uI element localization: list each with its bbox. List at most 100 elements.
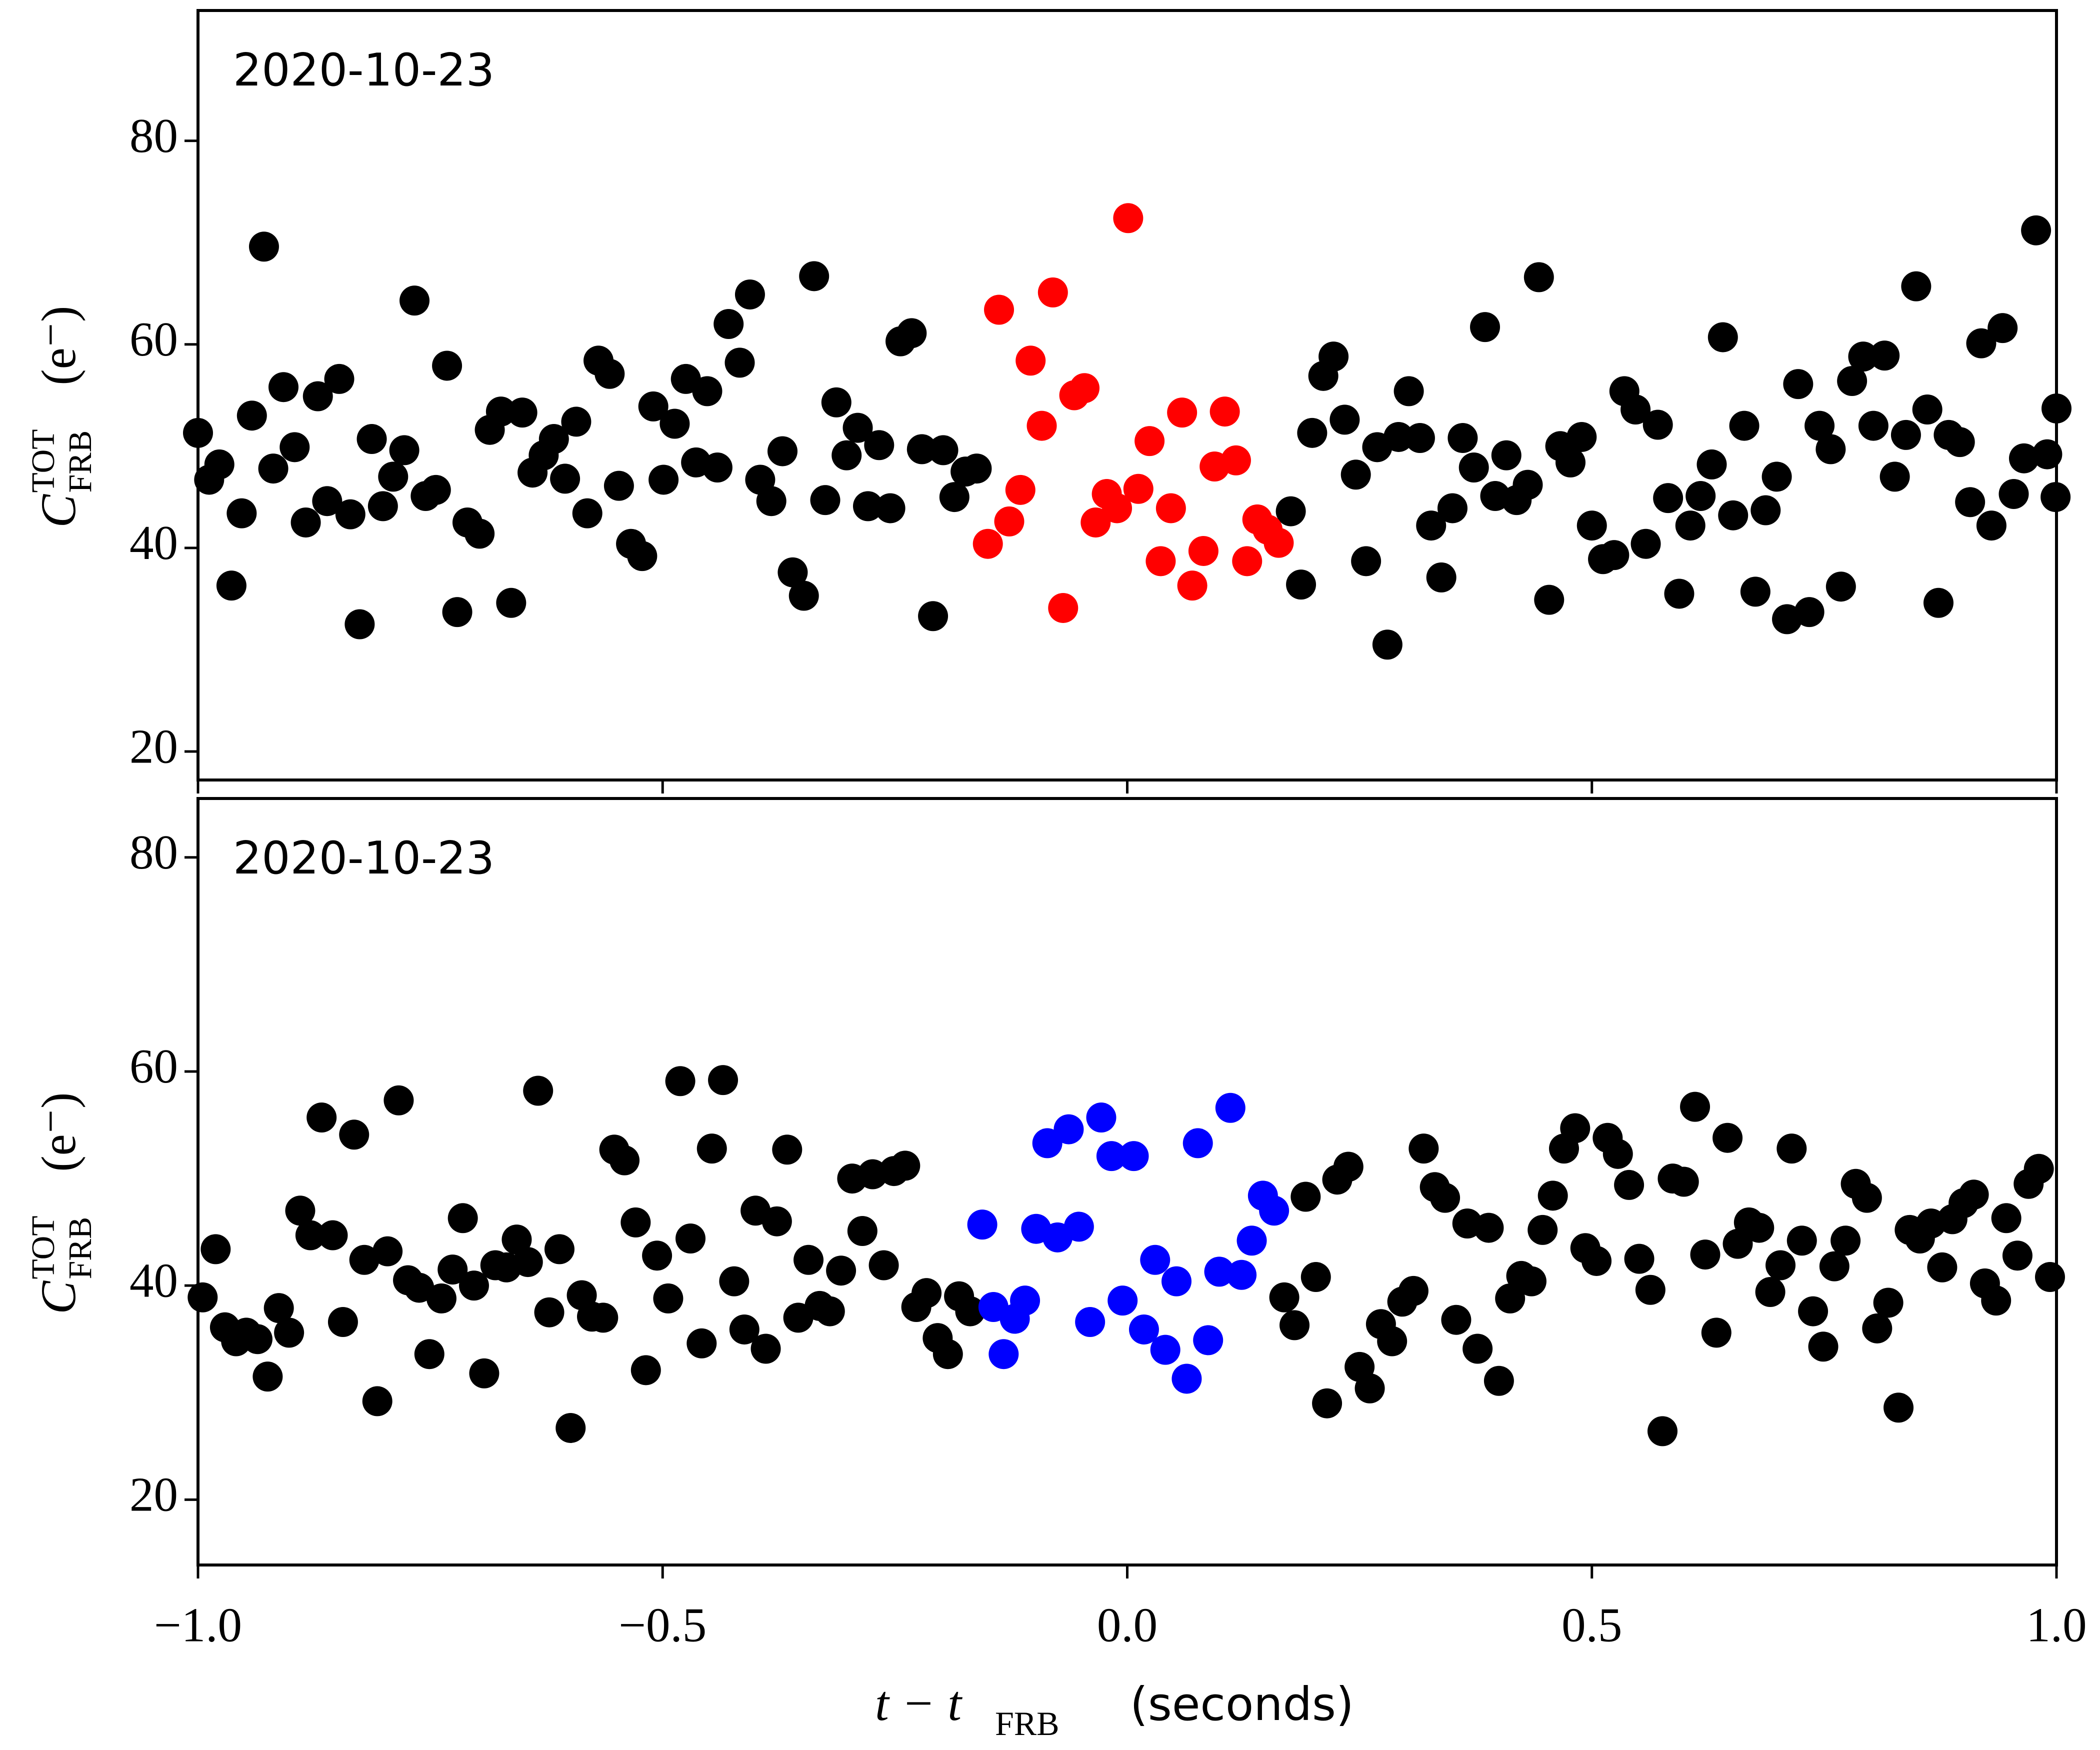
data-point [642, 1240, 672, 1271]
data-point [1819, 1251, 1850, 1282]
data-point [216, 570, 246, 601]
data-point [1566, 422, 1597, 452]
data-point [1394, 376, 1424, 406]
data-point [1150, 1334, 1180, 1365]
data-point [1862, 1313, 1892, 1344]
y-label-superscript: TOT [25, 1216, 62, 1279]
data-point [1333, 1152, 1364, 1182]
data-point [1064, 1212, 1094, 1242]
data-point [1848, 342, 1878, 372]
data-point [1766, 1250, 1796, 1280]
data-point [1102, 493, 1132, 524]
data-point [660, 408, 690, 439]
data-point [1884, 1392, 1914, 1423]
data-point [312, 486, 342, 516]
data-point [638, 391, 668, 422]
data-point [708, 1065, 738, 1096]
data-point [1602, 1138, 1633, 1169]
data-point [368, 491, 398, 522]
data-point [778, 557, 808, 588]
data-point [432, 350, 462, 381]
data-point [1890, 420, 1921, 450]
data-point [1808, 1332, 1838, 1362]
data-point [264, 1293, 294, 1324]
data-point [1080, 507, 1111, 538]
data-point [1852, 1182, 1882, 1213]
x-tick-label: 1.0 [2026, 1598, 2086, 1652]
data-point [572, 498, 602, 528]
data-point [188, 1282, 218, 1312]
data-point [814, 1296, 845, 1326]
data-point [1991, 1203, 2022, 1234]
data-point [1516, 1266, 1546, 1296]
data-point [1182, 1128, 1213, 1158]
data-point [1576, 510, 1607, 541]
data-point [912, 1278, 942, 1308]
data-point [1070, 373, 1100, 404]
data-point [1873, 1288, 1904, 1318]
data-point [496, 588, 526, 618]
data-point [1259, 1196, 1290, 1226]
y-tick-label: 80 [130, 826, 178, 879]
data-point [1448, 423, 1478, 453]
data-point [676, 1223, 706, 1254]
y-label-symbol: C [30, 494, 86, 528]
data-point [1798, 1296, 1828, 1326]
data-point [1870, 340, 1900, 371]
data-point [852, 491, 883, 522]
data-point [842, 412, 873, 443]
data-point [372, 1236, 403, 1266]
data-point [799, 261, 830, 292]
data-point [502, 1224, 532, 1255]
data-point [362, 1386, 392, 1416]
data-point [1524, 262, 1554, 292]
data-point [1297, 418, 1328, 448]
data-point [280, 432, 310, 462]
data-point [1096, 1141, 1126, 1172]
data-point [1280, 1310, 1310, 1340]
y-tick-label: 20 [130, 1468, 178, 1522]
data-point [939, 482, 970, 512]
data-point [384, 1085, 414, 1116]
data-point [714, 309, 744, 339]
data-point [756, 486, 786, 516]
data-point [1108, 1286, 1138, 1316]
data-point [653, 1283, 684, 1314]
data-point [1204, 1256, 1234, 1287]
x-tick-label: −1.0 [154, 1598, 242, 1652]
data-point [1740, 576, 1770, 607]
data-point [1944, 427, 1975, 458]
y-tick-label: 40 [130, 516, 178, 570]
data-point [1210, 396, 1240, 427]
data-point [226, 498, 257, 528]
data-point [400, 286, 430, 316]
data-point [1538, 1180, 1568, 1211]
data-point [1398, 1276, 1428, 1306]
data-point [1458, 452, 1489, 483]
data-point [1786, 1226, 1817, 1256]
data-point [426, 1283, 456, 1314]
data-point [1712, 1122, 1743, 1153]
annotation: 2020-10-23 [233, 44, 494, 96]
data-point [1958, 1180, 1989, 1210]
data-point [932, 1339, 963, 1370]
data-point [1075, 1306, 1106, 1337]
data-point [955, 1296, 986, 1326]
annotation: 2020-10-23 [233, 832, 494, 884]
data-point [1762, 462, 1792, 492]
data-point [826, 1256, 856, 1286]
data-point [1708, 322, 1738, 352]
data-point [1318, 342, 1349, 372]
data-point [1837, 366, 1868, 396]
data-point [762, 1206, 792, 1236]
data-point [1988, 313, 2018, 344]
data-point [1188, 536, 1218, 566]
data-point [1300, 1262, 1331, 1292]
data-point [1620, 394, 1651, 424]
data-point [890, 1150, 920, 1181]
data-point [523, 1076, 554, 1106]
data-point [918, 601, 948, 632]
data-point [1330, 404, 1360, 435]
